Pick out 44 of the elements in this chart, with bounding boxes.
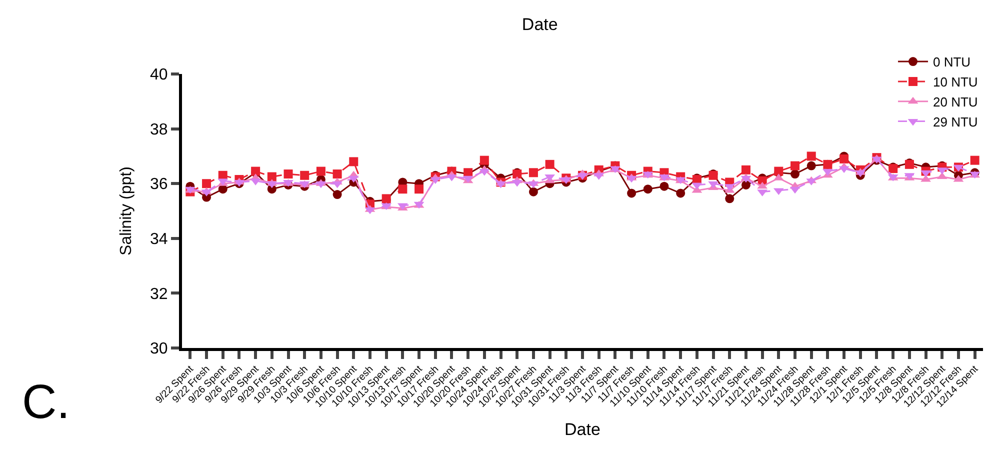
point <box>806 161 816 170</box>
point <box>970 156 980 165</box>
chart-title: Date <box>522 15 558 34</box>
point <box>398 184 408 194</box>
point <box>332 181 342 188</box>
point <box>741 180 750 190</box>
point <box>496 181 506 188</box>
point <box>790 161 800 170</box>
point <box>480 156 489 165</box>
point <box>332 170 342 179</box>
x-axis-title: Date <box>564 420 600 440</box>
point <box>528 187 538 196</box>
point <box>202 179 212 188</box>
point <box>300 170 310 180</box>
point <box>660 182 669 191</box>
point <box>920 170 931 178</box>
text: C. <box>22 376 70 429</box>
legend-label: 20 NTU <box>933 94 978 110</box>
point <box>840 154 849 164</box>
point <box>676 188 686 198</box>
legend-label: 10 NTU <box>933 74 978 90</box>
point <box>725 194 734 204</box>
point <box>316 166 326 176</box>
point <box>332 190 342 200</box>
y-tick-label: 32 <box>150 286 168 303</box>
legend-label: 29 NTU <box>933 114 978 130</box>
y-tick-label: 34 <box>150 231 168 248</box>
point <box>284 170 293 179</box>
point <box>806 152 816 161</box>
point <box>790 170 800 179</box>
point <box>349 157 358 166</box>
y-tick-label: 40 <box>150 66 168 84</box>
y-tick-label: 38 <box>150 121 168 138</box>
y-tick-label: 36 <box>150 176 168 194</box>
y-tick-label: 30 <box>150 340 168 358</box>
point <box>414 184 424 194</box>
legend-label: 0 NTU <box>933 54 971 70</box>
point <box>545 160 554 169</box>
point <box>528 168 538 178</box>
point <box>643 184 652 194</box>
point <box>741 165 750 174</box>
point <box>627 188 636 198</box>
point <box>267 172 276 182</box>
y-axis-title: Salinity (ppt) <box>118 166 135 256</box>
